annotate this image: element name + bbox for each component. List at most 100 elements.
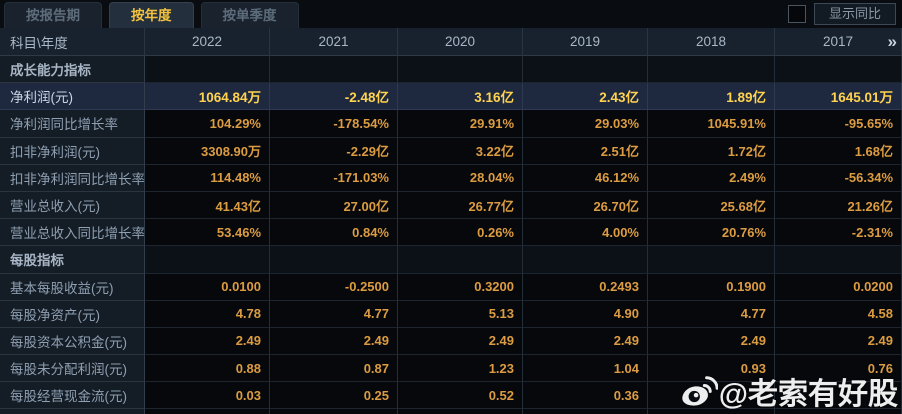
cell-value: 1.72亿 [648,137,775,165]
cell-value: 2.49 [398,327,523,356]
cell-value: 0.88 [145,355,270,383]
cell-value: 114.48% [145,164,270,192]
cell-value [648,246,775,274]
cell-value [775,382,902,410]
cell-value: -2.29亿 [270,137,398,165]
corner-header: 科目\年度 [0,28,145,56]
cell-value: -2.48亿 [270,83,398,111]
cell-value: -56.34% [775,164,902,192]
cell-value: 2.49 [648,327,775,356]
cell-value [648,56,775,84]
cell-value: -178.54% [270,110,398,138]
cell-value [523,56,648,84]
row-label: 净利润(元) [0,83,145,111]
cell-value [775,56,902,84]
cell-value: 4.77 [270,300,398,328]
cell-value: -95.65% [775,110,902,138]
cell-value [648,382,775,410]
year-header-2019: 2019 [523,28,648,56]
cell-value: 1.68亿 [775,137,902,165]
table-header-row: 科目\年度 2022 2021 2020 2019 2018 2017 » [0,28,902,56]
cell-value: 20.76% [648,219,775,247]
table-row: 净利润(元) 1064.84万 -2.48亿 3.16亿 2.43亿 1.89亿 1645.… [0,83,902,111]
cell-value: 27.00亿 [270,191,398,220]
row-label: 成长能力指标 [0,56,145,84]
cell-value [398,246,523,274]
cell-value: 1.23 [398,355,523,383]
row-label: 每股指标 [0,246,145,274]
cell-value: 41.43亿 [145,191,270,220]
tab-by-single-quarter[interactable]: 按单季度 [200,2,299,28]
table-row: 扣非净利润同比增长率 114.48% -171.03% 28.04% 46.12% 2.4… [0,164,902,192]
cell-value: 0.84% [270,219,398,247]
section-header-row: 每股指标 [0,246,902,274]
year-header-2022: 2022 [145,28,270,56]
row-label: 扣非净利润同比增长率 [0,164,145,192]
show-yoy-checkbox[interactable] [787,5,806,23]
row-label: 扣非净利润(元) [0,137,145,165]
cell-value: 26.77亿 [398,191,523,220]
table-row: 每股净资产(元) 4.78 4.77 5.13 4.90 4.77 4.58 [0,300,902,328]
row-label: 每股经营现金流(元) [0,382,145,410]
cell-value: 0.36 [523,382,648,410]
cell-value: 1064.84万 [145,83,270,111]
cell-value: 1045.91% [648,110,775,138]
cell-value: 0.76 [775,355,902,383]
cell-value: 0.52 [398,382,523,410]
tab-by-year[interactable]: 按年度 [109,2,194,28]
table-row: 基本每股收益(元) 0.0100 -0.2500 0.3200 0.2493 0.1900… [0,273,902,301]
cell-value: 1.04 [523,355,648,383]
cell-value: 46.12% [523,164,648,192]
year-header-2017: 2017 » [775,28,902,56]
cell-value: 29.03% [523,110,648,138]
table-row: 营业总收入(元) 41.43亿 27.00亿 26.77亿 26.70亿 25.68亿 21… [0,191,902,220]
cell-value: 4.00% [523,219,648,247]
cell-value: 2.43亿 [523,83,648,111]
year-header-2020: 2020 [398,28,523,56]
year-header-2017-label: 2017 [822,34,854,49]
table-row: 营业总收入同比增长率 53.46% 0.84% 0.26% 4.00% 20.76% -2.… [0,219,902,247]
cell-value [775,246,902,274]
period-tabbar: 按报告期 按年度 按单季度 显示同比 [0,0,902,28]
row-label: 净利润同比增长率 [0,110,145,138]
cell-value: 25.68亿 [648,191,775,220]
cell-value: -2.31% [775,219,902,247]
cell-value: 2.49 [523,327,648,356]
cell-value: 0.87 [270,355,398,383]
cell-value: 3308.90万 [145,137,270,165]
cell-value: 4.90 [523,300,648,328]
cell-value: 1.89亿 [648,83,775,111]
cell-value: -0.2500 [270,273,398,301]
cell-value: 0.3200 [398,273,523,301]
cell-value: 4.77 [648,300,775,328]
cell-value: 21.26亿 [775,191,902,220]
cell-value: 4.78 [145,300,270,328]
cell-value: 0.93 [648,355,775,383]
cell-value: 3.16亿 [398,83,523,111]
cell-value [523,246,648,274]
year-header-2018: 2018 [648,28,775,56]
show-yoy-button[interactable]: 显示同比 [813,3,896,25]
cell-value: 0.2493 [523,273,648,301]
cell-value: 4.58 [775,300,902,328]
partial-row [0,409,902,414]
cell-value: 2.49 [145,327,270,356]
row-label: 每股净资产(元) [0,300,145,328]
cell-value: 5.13 [398,300,523,328]
cell-value [270,246,398,274]
table-row: 每股未分配利润(元) 0.88 0.87 1.23 1.04 0.93 0.76 [0,355,902,383]
cell-value [270,56,398,84]
cell-value [145,246,270,274]
cell-value: 2.49 [270,327,398,356]
table-row: 净利润同比增长率 104.29% -178.54% 29.91% 29.03% 1045.… [0,110,902,138]
tab-by-report-period[interactable]: 按报告期 [4,2,102,28]
section-header-row: 成长能力指标 [0,56,902,84]
cell-value: 2.51亿 [523,137,648,165]
cell-value: 26.70亿 [523,191,648,220]
cell-value: 0.0100 [145,273,270,301]
more-years-icon[interactable]: » [887,31,898,51]
table-row: 每股资本公积金(元) 2.49 2.49 2.49 2.49 2.49 2.49 [0,327,902,356]
cell-value: 104.29% [145,110,270,138]
row-label: 每股未分配利润(元) [0,355,145,383]
